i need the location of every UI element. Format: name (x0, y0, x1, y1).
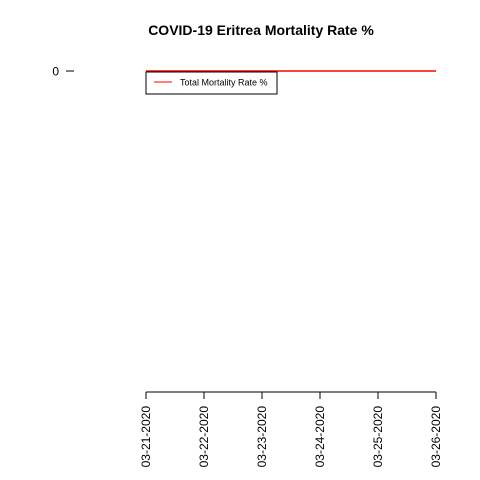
x-tick-label: 03-25-2020 (371, 406, 385, 468)
y-axis: 0 (52, 65, 74, 79)
y-tick-label: 0 (52, 65, 59, 79)
chart-title: COVID-19 Eritrea Mortality Rate % (148, 22, 374, 38)
legend-box (145, 71, 278, 95)
x-tick-label: 03-22-2020 (197, 406, 211, 468)
x-tick-label: 03-26-2020 (429, 406, 443, 468)
legend-label: Total Mortality Rate % (180, 78, 268, 88)
x-tick-label: 03-23-2020 (255, 406, 269, 468)
legend: Total Mortality Rate % (145, 71, 278, 95)
x-tick-label: 03-21-2020 (139, 406, 153, 468)
x-axis: 03-21-2020 03-22-2020 03-23-2020 03-24-2020… (139, 391, 443, 468)
x-tick-label: 03-24-2020 (313, 406, 327, 468)
